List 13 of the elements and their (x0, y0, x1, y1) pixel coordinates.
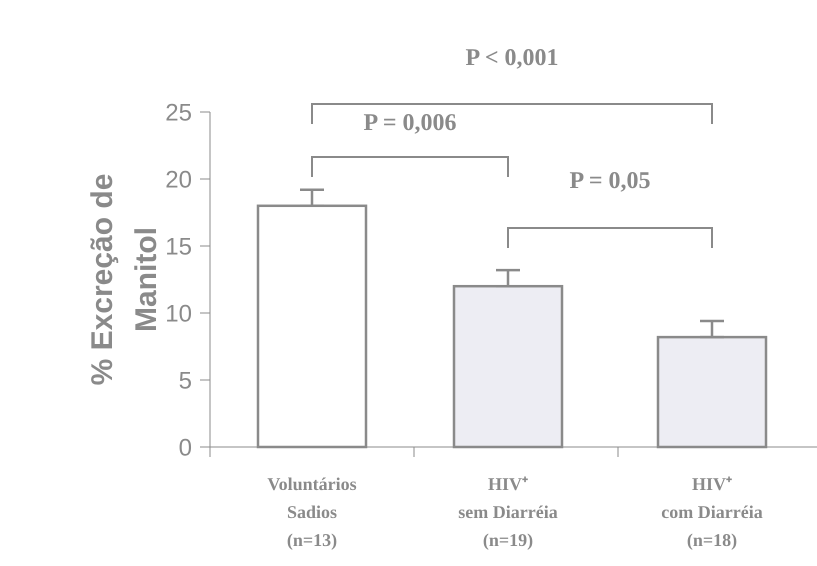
text: P < 0,001 (465, 45, 559, 71)
y-tick-label: 15 (165, 233, 192, 260)
annotation: P = 0,006 (363, 110, 457, 136)
y-tick-label: 5 (178, 367, 192, 394)
y-tick-label: 0 (178, 434, 192, 462)
x-tick-label: HIV⁺ com Diarréia (n=18) (661, 474, 763, 550)
annotation: P = 0,05 (569, 168, 651, 194)
x-tick-label: HIV⁺ sem Diarréia (n=19) (458, 474, 558, 550)
x-tick-label: Voluntários Sadios (n=13) (267, 474, 357, 550)
y-tick-label: 25 (165, 99, 192, 126)
y-tick-label: 10 (165, 300, 192, 328)
y-tick-label: 20 (165, 166, 192, 194)
y-axis-title: % Excreção de Manitol (86, 174, 163, 386)
